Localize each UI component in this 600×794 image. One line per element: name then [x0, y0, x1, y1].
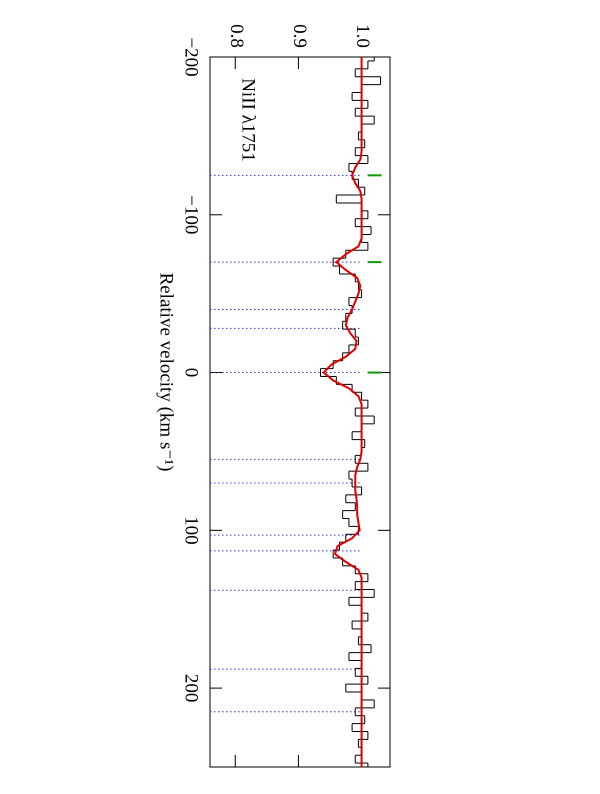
- x-tick-label: 200: [181, 674, 202, 703]
- model-line: [322, 57, 363, 767]
- x-tick-label: −100: [181, 195, 202, 234]
- y-tick-label: 0.9: [289, 24, 310, 48]
- x-axis-label: Relative velocity (km s⁻¹): [156, 273, 177, 472]
- annotation: NiII λ1751: [238, 78, 259, 162]
- y-tick-label: 1.0: [352, 24, 373, 48]
- x-tick-label: 0: [181, 368, 202, 378]
- plot-frame: [209, 56, 391, 768]
- x-tick-label: −200: [181, 37, 202, 76]
- y-tick-label: 0.8: [226, 24, 247, 48]
- x-tick-label: 100: [181, 516, 202, 545]
